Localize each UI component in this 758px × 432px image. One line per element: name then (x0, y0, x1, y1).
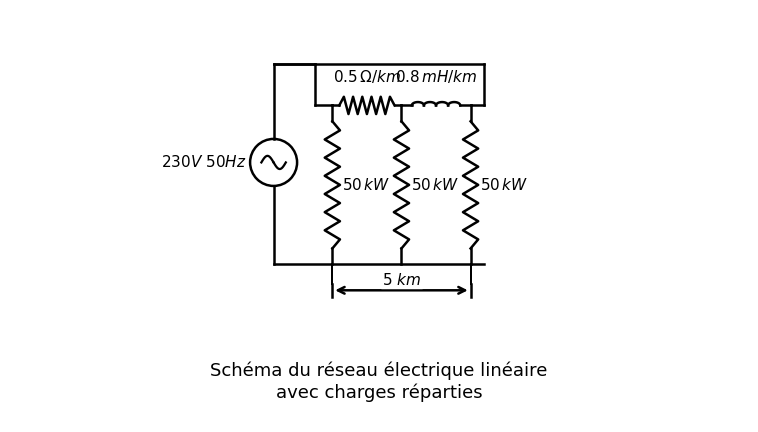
Text: $50\,kW$: $50\,kW$ (342, 177, 390, 193)
Text: Schéma du réseau électrique linéaire
avec charges réparties: Schéma du réseau électrique linéaire ave… (210, 362, 548, 402)
Text: $0.5\,\Omega/km$: $0.5\,\Omega/km$ (333, 68, 401, 85)
Text: $230V\ 50Hz$: $230V\ 50Hz$ (161, 154, 246, 171)
Text: $50\,kW$: $50\,kW$ (411, 177, 459, 193)
Text: $0.8\,mH/km$: $0.8\,mH/km$ (395, 68, 478, 85)
Text: $5\ km$: $5\ km$ (382, 272, 421, 288)
Text: $50\,kW$: $50\,kW$ (481, 177, 528, 193)
